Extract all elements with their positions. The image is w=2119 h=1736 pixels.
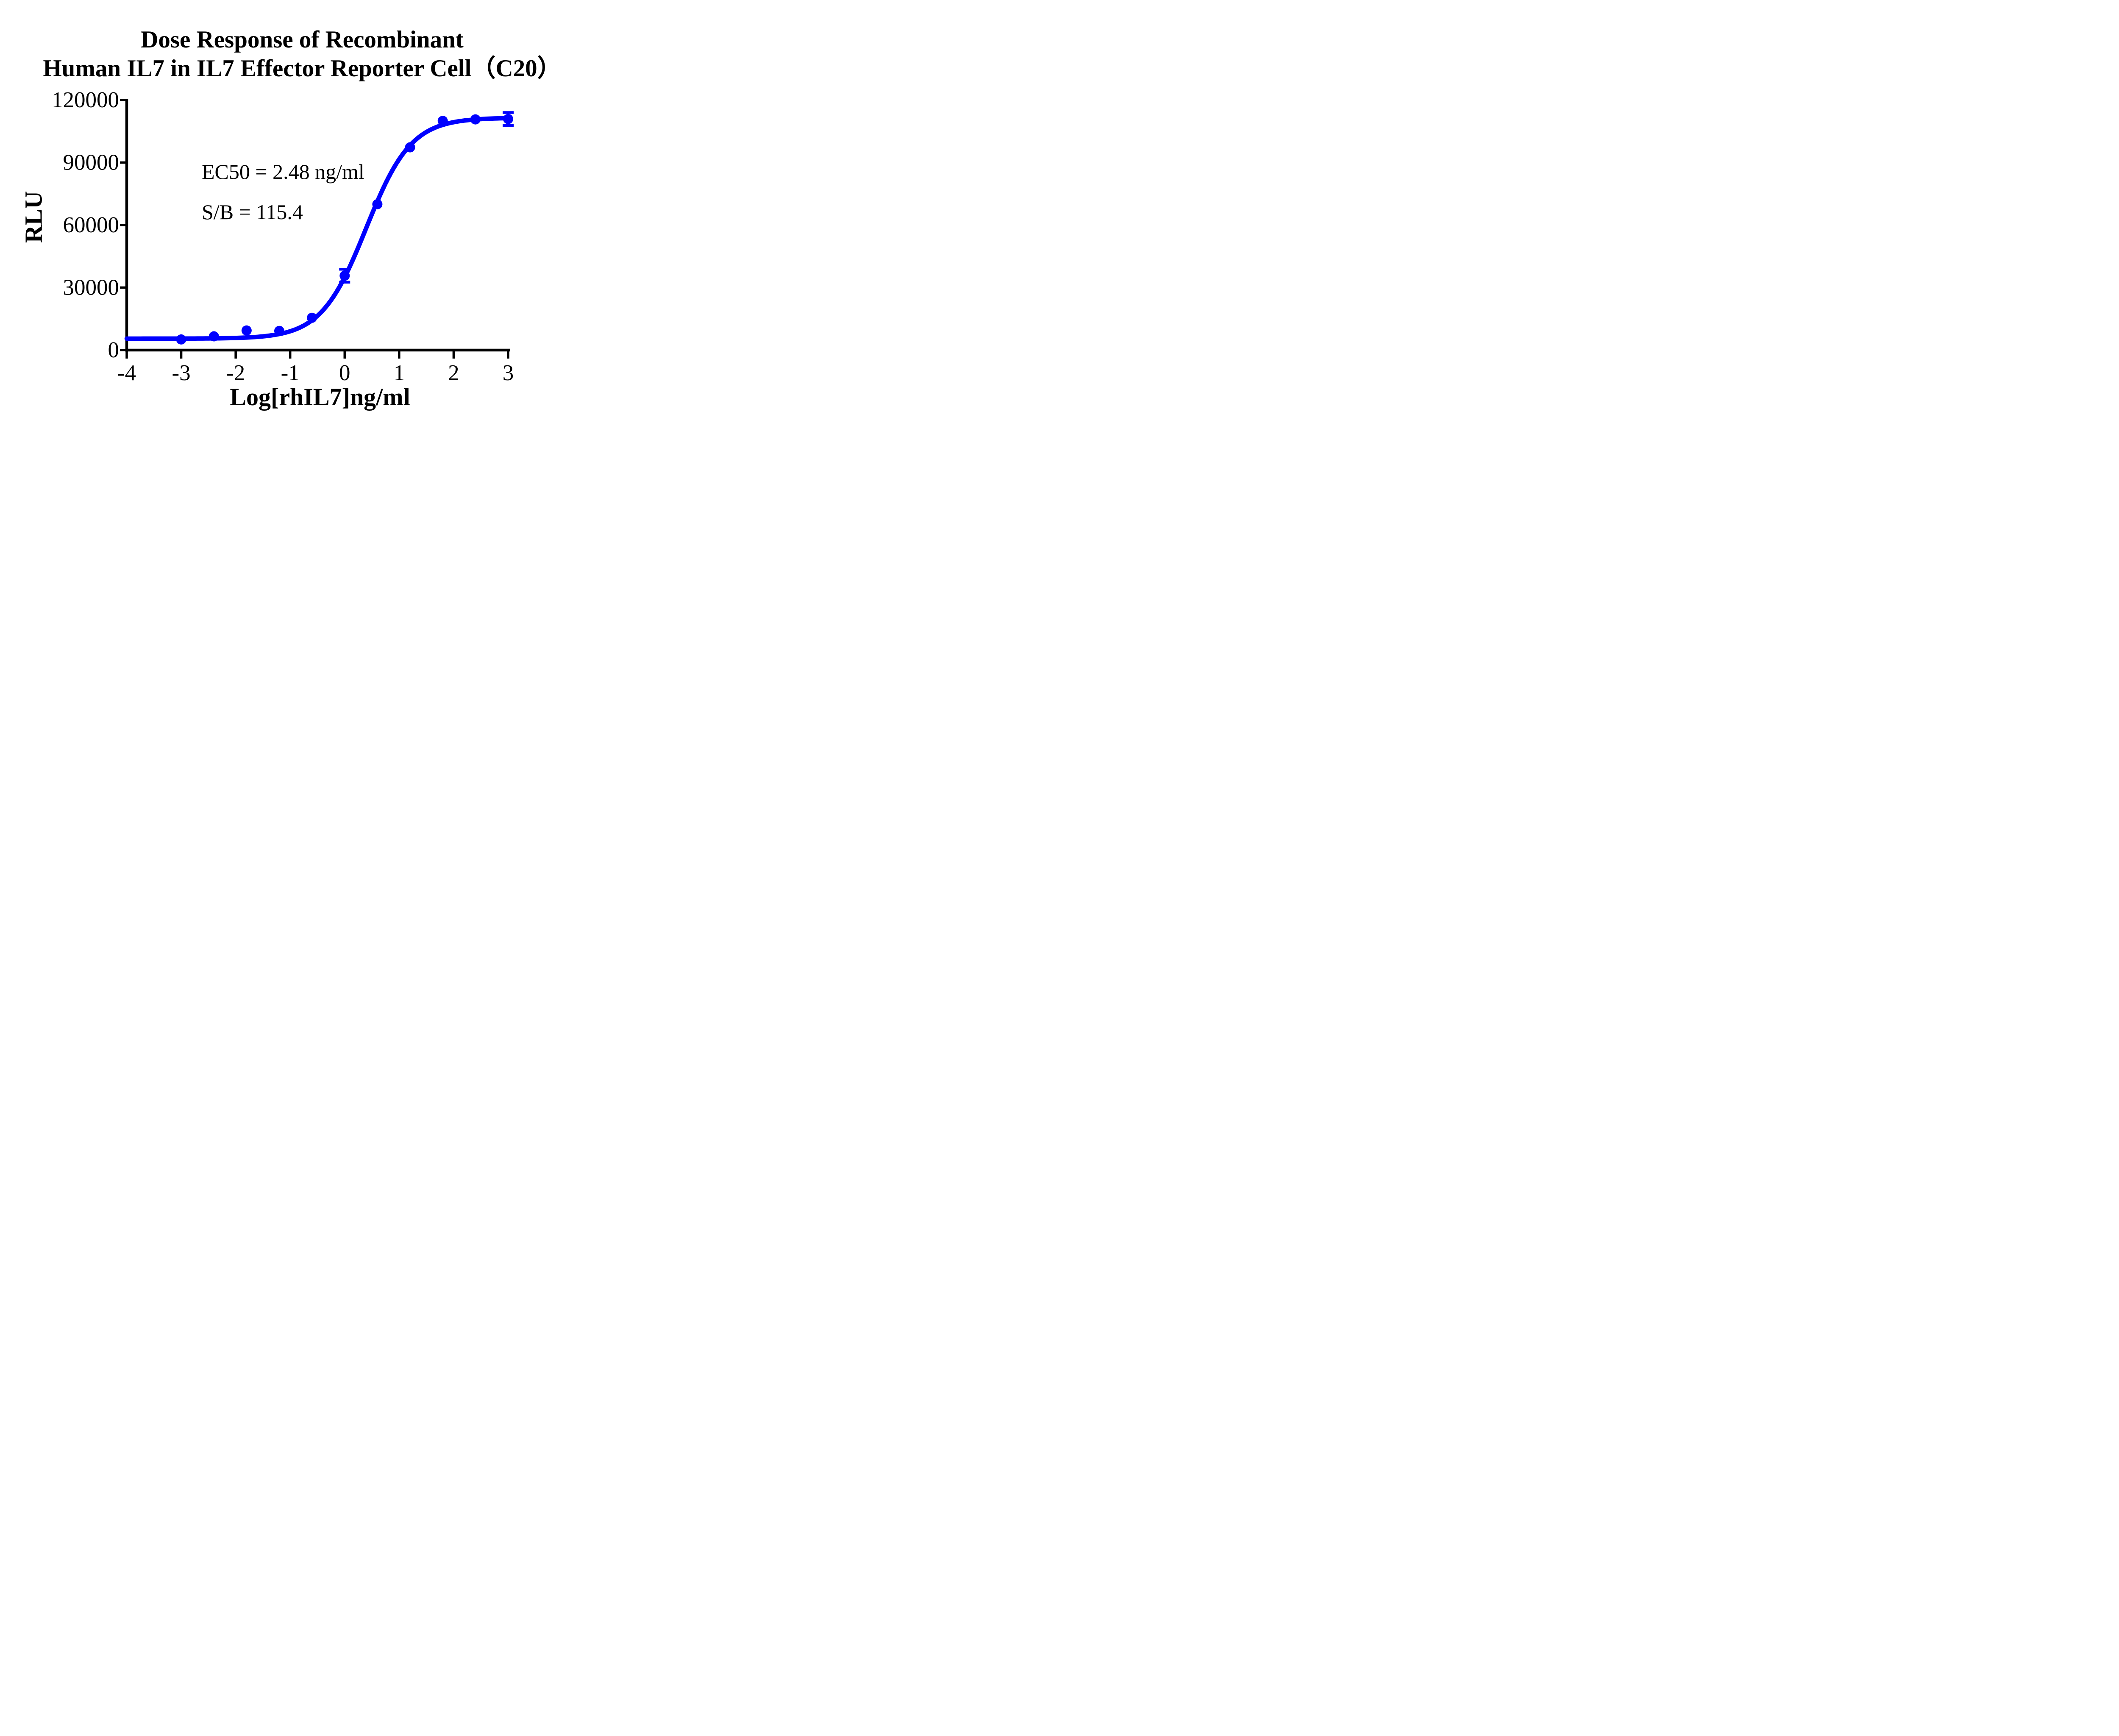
data-point — [307, 312, 317, 323]
data-point — [470, 114, 481, 125]
x-tick-label: 3 — [503, 361, 514, 385]
data-point — [437, 116, 448, 126]
dose-response-figure: Dose Response of Recombinant Human IL7 i… — [0, 0, 585, 434]
chart-title-line1: Dose Response of Recombinant — [141, 26, 464, 53]
x-tick-label: -3 — [172, 361, 190, 385]
y-tick-label: 120000 — [52, 88, 119, 112]
signal-background-annotation: S/B = 115.4 — [202, 200, 303, 224]
x-tick-label: 0 — [339, 361, 350, 385]
fit-curve — [124, 116, 511, 341]
data-point — [274, 326, 284, 336]
data-point — [503, 114, 513, 124]
x-tick-label: -1 — [281, 361, 300, 385]
y-tick-label: 60000 — [63, 213, 120, 237]
y-tick-label: 90000 — [63, 150, 120, 175]
fit-annotation: EC50 = 2.48 ng/ml S/B = 115.4 — [202, 152, 364, 232]
y-tick-label: 0 — [108, 338, 120, 362]
data-point — [405, 142, 415, 153]
x-tick-label: -2 — [226, 361, 245, 385]
x-tick-label: 1 — [394, 361, 405, 385]
chart-title-line2: Human IL7 in IL7 Effector Reporter Cell（… — [43, 55, 562, 82]
data-point — [209, 331, 219, 342]
x-tick-label: -4 — [117, 361, 136, 385]
chart-title: Dose Response of Recombinant Human IL7 i… — [43, 25, 561, 83]
data-point — [372, 199, 383, 209]
y-tick-label: 30000 — [63, 275, 120, 300]
plot-area: -4 -3 -2 -1 0 1 2 3 0 30000 60000 90000 120000 — [52, 88, 514, 385]
x-axis-title: Log[rhIL7]ng/ml — [230, 383, 410, 411]
data-point — [176, 334, 186, 345]
ec50-annotation: EC50 = 2.48 ng/ml — [202, 160, 364, 184]
data-point — [339, 270, 350, 281]
data-point — [241, 325, 252, 336]
x-tick-label: 2 — [448, 361, 459, 385]
